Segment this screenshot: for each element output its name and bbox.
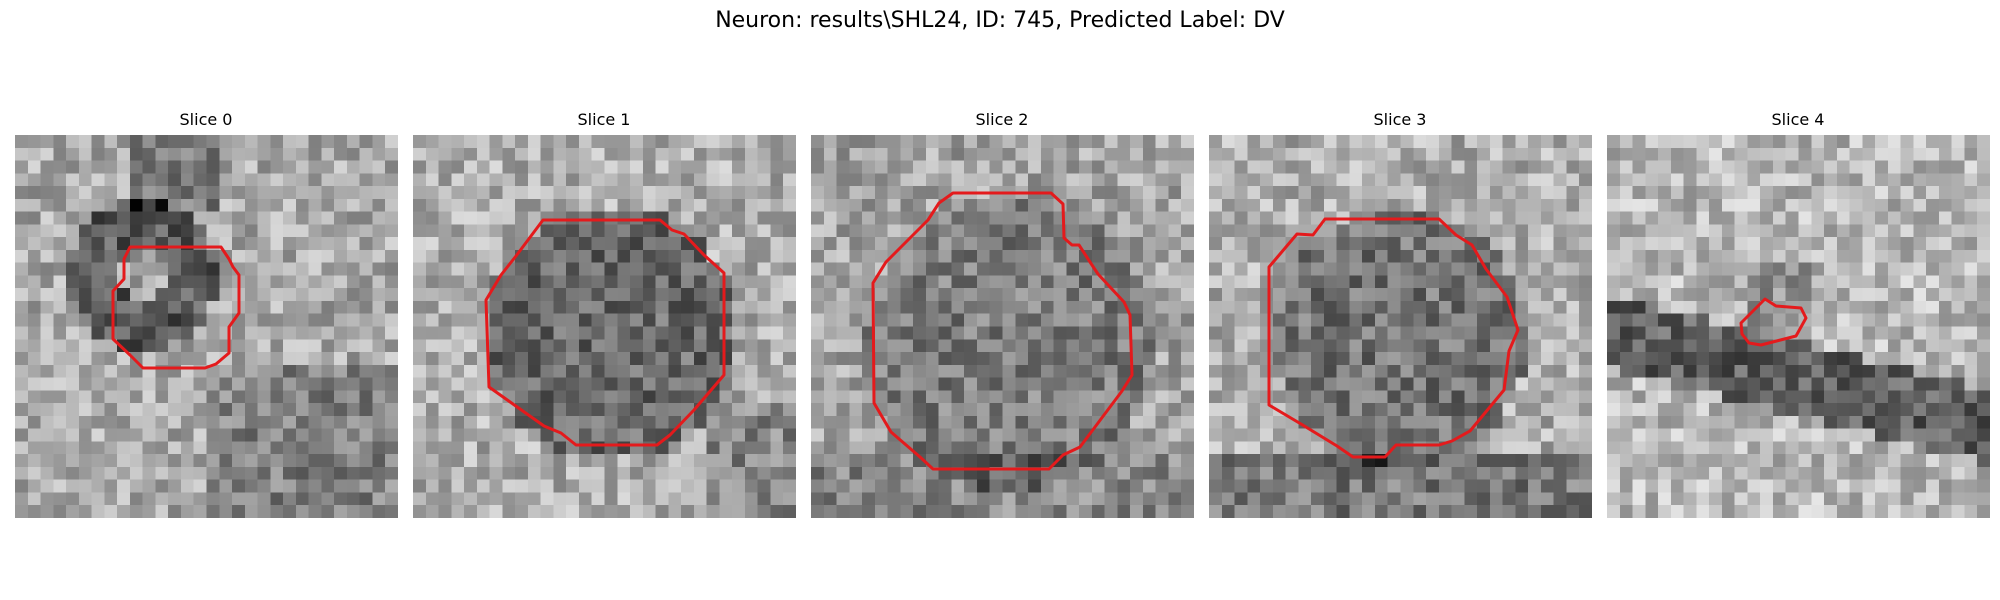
slice-3-panel	[1209, 135, 1592, 518]
figure-title: Neuron: results\SHL24, ID: 745, Predicte…	[715, 8, 1285, 33]
slice-2-panel	[811, 135, 1194, 518]
slice-4-panel	[1607, 135, 1990, 518]
panel-title-slice-3: Slice 3	[1373, 110, 1427, 129]
slice-1-panel	[413, 135, 796, 518]
slice-0-panel	[15, 135, 398, 518]
panel-title-slice-1: Slice 1	[577, 110, 631, 129]
slice-0-image	[15, 135, 398, 518]
slice-3-image	[1209, 135, 1592, 518]
panel-title-slice-4: Slice 4	[1771, 110, 1825, 129]
panel-title-slice-2: Slice 2	[975, 110, 1029, 129]
slice-1-image	[413, 135, 796, 518]
panel-title-slice-0: Slice 0	[179, 110, 233, 129]
slice-2-image	[811, 135, 1194, 518]
slice-4-image	[1607, 135, 1990, 518]
